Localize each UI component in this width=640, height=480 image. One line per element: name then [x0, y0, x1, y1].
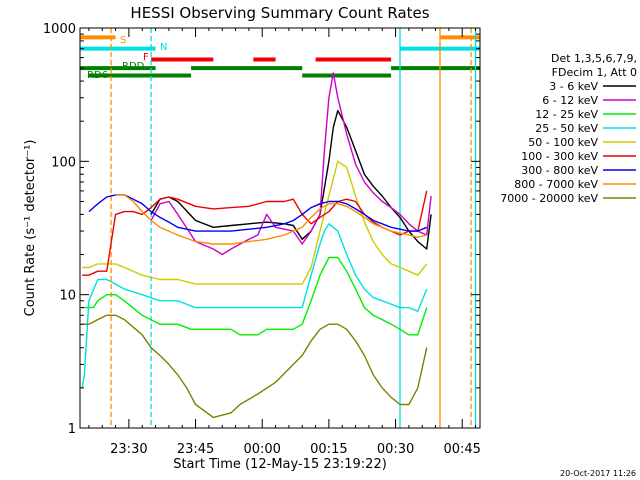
legend: Det 1,3,5,6,7,9,FDecim 1, Att 03 - 6 keV…	[500, 52, 637, 205]
chart-title: HESSI Observing Summary Count Rates	[130, 4, 429, 22]
series-line-2	[82, 256, 428, 336]
flag-label: RDD	[122, 61, 145, 72]
y-tick-label: 100	[51, 155, 76, 170]
flag-label: F	[143, 52, 149, 63]
x-tick-label: 23:45	[177, 442, 214, 457]
series-lines	[81, 72, 432, 419]
legend-label: 50 - 100 keV	[528, 136, 598, 149]
legend-label: 25 - 50 keV	[535, 122, 598, 135]
x-axis-label: Start Time (12-May-15 23:19:22)	[173, 457, 387, 472]
x-tick-label: 00:45	[443, 442, 480, 457]
legend-header: FDecim 1, Att 0	[552, 66, 637, 79]
series-line-6	[88, 194, 427, 232]
series-line-8	[82, 314, 428, 419]
legend-label: 800 - 7000 keV	[514, 178, 598, 191]
series-line-3	[81, 223, 428, 389]
x-tick-label: 00:15	[310, 442, 347, 457]
legend-label: 300 - 800 keV	[521, 164, 598, 177]
series-line-1	[150, 72, 432, 256]
plot-frame	[79, 27, 481, 429]
y-axis-label: Count Rate (s⁻¹ detector⁻¹)	[23, 140, 38, 317]
legend-label: 6 - 12 keV	[542, 94, 598, 107]
timestamp: 20-Oct-2017 11:26	[560, 469, 636, 478]
legend-label: 12 - 25 keV	[535, 108, 598, 121]
x-tick-label: 00:00	[243, 442, 280, 457]
series-line-5	[82, 190, 428, 276]
y-axis: 1 10 100 1000	[43, 22, 480, 437]
x-tick-label: 23:30	[110, 442, 147, 457]
reference-lines	[110, 28, 477, 428]
y-tick-label: 10	[59, 289, 76, 304]
y-tick-label: 1000	[43, 22, 76, 37]
legend-header: Det 1,3,5,6,7,9,	[551, 52, 637, 65]
legend-label: 100 - 300 keV	[521, 150, 598, 163]
series-line-0	[150, 109, 432, 250]
flag-label: N	[160, 42, 167, 53]
flag-label: S	[120, 35, 126, 46]
legend-label: 7000 - 20000 keV	[500, 192, 598, 205]
flag-label: RD6	[87, 70, 108, 81]
series-line-7	[115, 194, 427, 245]
x-axis: 23:30 23:45 00:00 00:15 00:30 00:45	[88, 28, 481, 457]
x-tick-label: 00:30	[377, 442, 414, 457]
legend-label: 3 - 6 keV	[549, 80, 598, 93]
y-tick-label: 1	[68, 422, 76, 437]
series-line-4	[82, 160, 428, 285]
